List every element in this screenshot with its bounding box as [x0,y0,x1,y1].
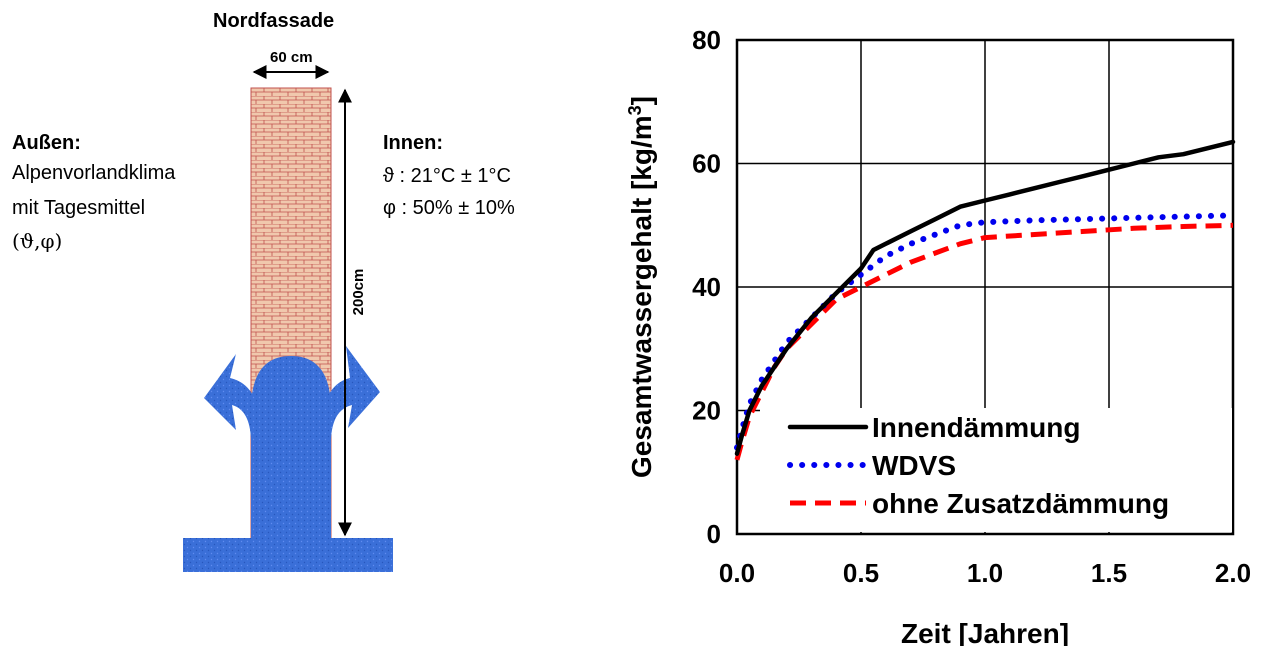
y-tick-label-0: 0 [707,519,721,549]
legend-label-0: Innendämmung [872,412,1080,443]
diagram-title: Nordfassade [213,10,335,32]
chart-series [734,139,1236,461]
plot-frame [735,38,1235,536]
y-tick-label-3: 60 [692,149,721,179]
y-axis-title-main: Gesamtwassergehalt [kg/m [626,115,657,478]
series-line-wdvs [734,212,1236,451]
outside-heading: Außen: [12,132,81,154]
y-axis-title-sup: 3 [625,105,645,115]
x-tick-label-0: 0.0 [719,558,755,588]
series-line-ohne-zusatzd-mmung [734,222,1234,461]
x-tick-label-3: 1.5 [1091,558,1127,588]
inside-heading: Innen: [383,132,443,154]
chart-legend: Innendämmung WDVS ohne Zusatzdämmung [787,412,1169,519]
inside-line-1: ϑ : 21°C ± 1°C [383,165,511,187]
y-tick-label-1: 20 [692,396,721,426]
y-tick-label-4: 80 [692,25,721,55]
wall-diagram: 200cm [183,65,393,572]
outside-line-3: (ϑ,φ) [12,229,63,253]
inside-line-2: φ : 50% ± 10% [383,197,515,219]
outside-line-2: mit Tagesmittel [12,197,146,219]
y-tick-label-2: 40 [692,272,721,302]
x-axis-title: Zeit [Jahren] [901,618,1069,646]
y-axis-title-end: ] [626,96,657,105]
height-label: 200cm [350,269,367,316]
x-tick-label-4: 2.0 [1215,558,1251,588]
y-tick-labels: 0 20 40 60 80 [692,25,721,549]
width-label: 60 cm [270,49,313,66]
legend-label-2: ohne Zusatzdämmung [872,488,1169,519]
legend-label-1: WDVS [872,450,956,481]
series-line-innend-mmung [734,139,1236,456]
x-tick-label-1: 0.5 [843,558,879,588]
x-tick-labels: 0.0 0.5 1.0 1.5 2.0 [719,558,1251,588]
y-axis-title: Gesamtwassergehalt [kg/m3] [625,96,657,478]
x-tick-label-2: 1.0 [967,558,1003,588]
outside-line-1: Alpenvorlandklima [12,162,176,184]
